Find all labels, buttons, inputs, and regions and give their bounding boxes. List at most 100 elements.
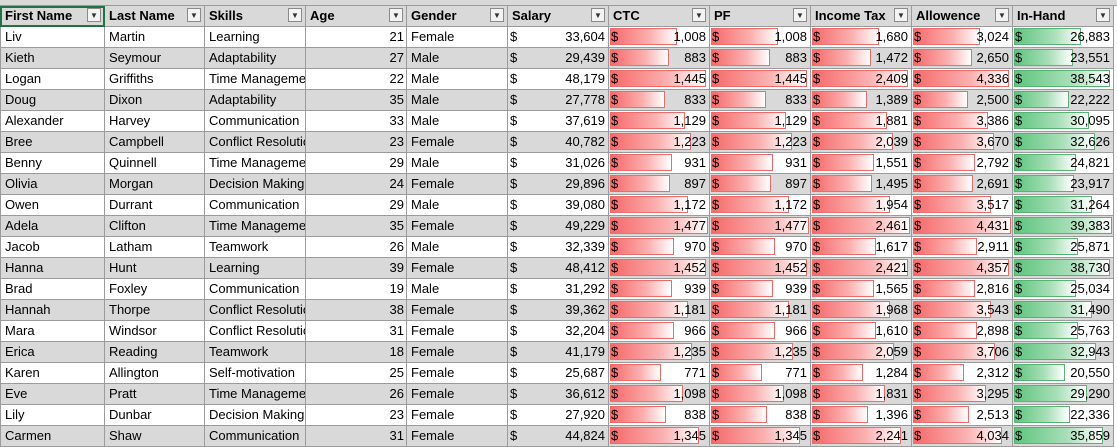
filter-dropdown-icon[interactable]: ▼ [995,8,1009,22]
cell-age[interactable]: 33 [306,111,407,132]
cell-in-hand[interactable]: $32,943 [1013,342,1114,363]
cell-pf[interactable]: $1,452 [710,258,811,279]
cell-in-hand[interactable]: $22,336 [1013,405,1114,426]
cell-salary[interactable]: $49,229 [508,216,609,237]
cell-skills[interactable]: Time Management [205,153,306,174]
cell-allowance[interactable]: $3,706 [912,342,1013,363]
cell-income-tax[interactable]: $1,617 [811,237,912,258]
cell-income-tax[interactable]: $1,954 [811,195,912,216]
cell-in-hand[interactable]: $35,859 [1013,426,1114,447]
cell-salary[interactable]: $33,604 [508,27,609,48]
cell-skills[interactable]: Time Management [205,69,306,90]
header-income-tax[interactable]: Income Tax ▼ [811,6,912,27]
cell-gender[interactable]: Male [407,48,508,69]
cell-age[interactable]: 38 [306,300,407,321]
cell-salary[interactable]: $32,204 [508,321,609,342]
cell-income-tax[interactable]: $1,396 [811,405,912,426]
cell-ctc[interactable]: $1,181 [609,300,710,321]
header-first-name[interactable]: First Name ▼ [0,6,105,27]
cell-skills[interactable]: Decision Making [205,174,306,195]
cell-last-name[interactable]: Martin [105,27,205,48]
filter-dropdown-icon[interactable]: ▼ [894,8,908,22]
cell-salary[interactable]: $31,026 [508,153,609,174]
cell-ctc[interactable]: $1,452 [609,258,710,279]
cell-salary[interactable]: $41,179 [508,342,609,363]
cell-first-name[interactable]: Hanna [0,258,105,279]
cell-in-hand[interactable]: $32,626 [1013,132,1114,153]
cell-ctc[interactable]: $883 [609,48,710,69]
cell-in-hand[interactable]: $23,551 [1013,48,1114,69]
cell-gender[interactable]: Female [407,363,508,384]
cell-ctc[interactable]: $1,235 [609,342,710,363]
header-salary[interactable]: Salary ▼ [508,6,609,27]
cell-allowance[interactable]: $2,691 [912,174,1013,195]
cell-last-name[interactable]: Durrant [105,195,205,216]
cell-skills[interactable]: Conflict Resolution [205,321,306,342]
cell-gender[interactable]: Male [407,90,508,111]
cell-income-tax[interactable]: $1,495 [811,174,912,195]
cell-salary[interactable]: $36,612 [508,384,609,405]
cell-gender[interactable]: Female [407,27,508,48]
cell-allowance[interactable]: $2,911 [912,237,1013,258]
cell-first-name[interactable]: Doug [0,90,105,111]
cell-salary[interactable]: $37,619 [508,111,609,132]
cell-pf[interactable]: $1,477 [710,216,811,237]
cell-age[interactable]: 22 [306,69,407,90]
cell-allowance[interactable]: $2,650 [912,48,1013,69]
cell-age[interactable]: 35 [306,90,407,111]
cell-salary[interactable]: $44,824 [508,426,609,447]
cell-income-tax[interactable]: $1,565 [811,279,912,300]
cell-first-name[interactable]: Owen [0,195,105,216]
cell-salary[interactable]: $40,782 [508,132,609,153]
cell-in-hand[interactable]: $22,222 [1013,90,1114,111]
cell-age[interactable]: 29 [306,153,407,174]
cell-skills[interactable]: Learning [205,258,306,279]
cell-pf[interactable]: $1,223 [710,132,811,153]
filter-dropdown-icon[interactable]: ▼ [591,8,605,22]
cell-skills[interactable]: Communication [205,111,306,132]
cell-ctc[interactable]: $897 [609,174,710,195]
cell-in-hand[interactable]: $24,821 [1013,153,1114,174]
cell-salary[interactable]: $32,339 [508,237,609,258]
cell-pf[interactable]: $966 [710,321,811,342]
cell-pf[interactable]: $1,129 [710,111,811,132]
cell-gender[interactable]: Male [407,111,508,132]
cell-gender[interactable]: Female [407,384,508,405]
cell-ctc[interactable]: $1,345 [609,426,710,447]
cell-age[interactable]: 31 [306,321,407,342]
cell-skills[interactable]: Adaptability [205,48,306,69]
cell-salary[interactable]: $48,412 [508,258,609,279]
cell-ctc[interactable]: $771 [609,363,710,384]
cell-gender[interactable]: Female [407,300,508,321]
cell-gender[interactable]: Female [407,132,508,153]
cell-skills[interactable]: Teamwork [205,342,306,363]
cell-last-name[interactable]: Windsor [105,321,205,342]
cell-gender[interactable]: Female [407,321,508,342]
cell-in-hand[interactable]: $25,763 [1013,321,1114,342]
cell-first-name[interactable]: Lily [0,405,105,426]
cell-pf[interactable]: $1,445 [710,69,811,90]
header-age[interactable]: Age ▼ [306,6,407,27]
cell-first-name[interactable]: Kieth [0,48,105,69]
header-ctc[interactable]: CTC ▼ [609,6,710,27]
cell-last-name[interactable]: Reading [105,342,205,363]
cell-last-name[interactable]: Harvey [105,111,205,132]
cell-last-name[interactable]: Thorpe [105,300,205,321]
cell-last-name[interactable]: Latham [105,237,205,258]
cell-pf[interactable]: $1,172 [710,195,811,216]
cell-age[interactable]: 18 [306,342,407,363]
cell-skills[interactable]: Adaptability [205,90,306,111]
cell-income-tax[interactable]: $1,881 [811,111,912,132]
cell-age[interactable]: 35 [306,216,407,237]
cell-last-name[interactable]: Foxley [105,279,205,300]
cell-in-hand[interactable]: $29,290 [1013,384,1114,405]
cell-ctc[interactable]: $931 [609,153,710,174]
cell-allowance[interactable]: $2,312 [912,363,1013,384]
cell-income-tax[interactable]: $2,461 [811,216,912,237]
cell-in-hand[interactable]: $38,730 [1013,258,1114,279]
cell-ctc[interactable]: $966 [609,321,710,342]
filter-dropdown-icon[interactable]: ▼ [288,8,302,22]
cell-in-hand[interactable]: $25,871 [1013,237,1114,258]
cell-income-tax[interactable]: $1,472 [811,48,912,69]
cell-allowance[interactable]: $4,336 [912,69,1013,90]
